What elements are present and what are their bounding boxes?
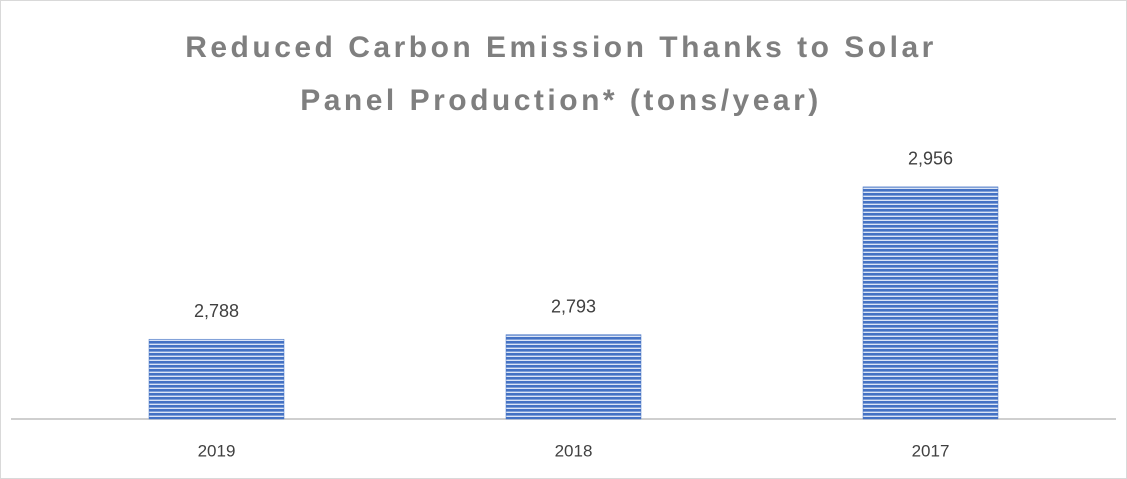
data-label: 2,788: [194, 301, 239, 321]
chart-title: Reduced Carbon Emission Thanks to Solar …: [185, 31, 937, 117]
bar: [148, 338, 285, 420]
bar: [862, 186, 999, 420]
x-tick-label: 2017: [912, 441, 950, 460]
data-label: 2,793: [551, 296, 596, 316]
data-label: 2,956: [908, 149, 953, 169]
x-tick-label: 2019: [198, 441, 236, 460]
x-tick-label: 2018: [555, 441, 593, 460]
bar: [505, 334, 642, 420]
